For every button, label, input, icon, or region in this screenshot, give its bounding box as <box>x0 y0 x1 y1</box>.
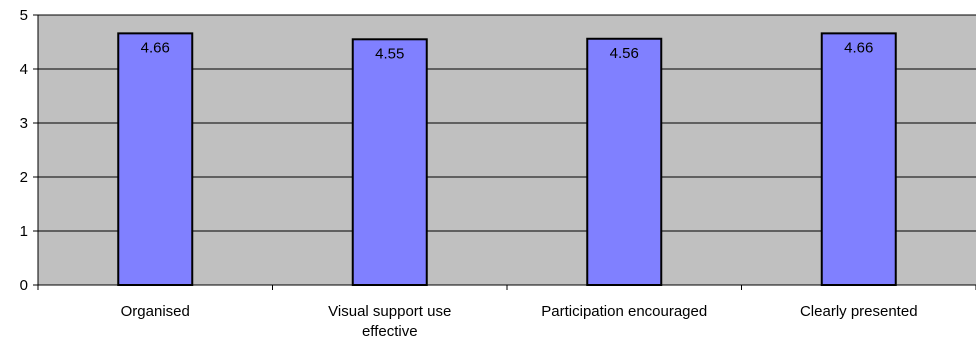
y-tick-label: 5 <box>20 7 28 24</box>
data-label: 4.56 <box>610 45 639 62</box>
data-label: 4.55 <box>375 45 404 62</box>
x-category-label: effective <box>362 323 418 340</box>
gridlines <box>38 14 976 232</box>
x-category-label: Visual support use <box>328 303 451 320</box>
data-labels: 4.66 4.55 4.56 4.66 <box>141 39 874 62</box>
bar <box>586 37 663 287</box>
y-tick-label: 1 <box>20 223 28 240</box>
data-label: 4.66 <box>141 39 170 56</box>
y-tick-label: 3 <box>20 115 28 132</box>
x-axis: Organised Visual support use effective Part… <box>37 284 976 340</box>
y-axis: 0 1 2 3 4 5 <box>20 7 39 294</box>
y-tick-label: 0 <box>20 277 28 294</box>
bar <box>117 32 194 286</box>
x-category-label: Participation encouraged <box>541 303 707 320</box>
data-label: 4.66 <box>844 39 873 56</box>
bar <box>820 32 897 286</box>
bars <box>117 32 897 287</box>
plot-area <box>38 15 976 285</box>
x-category-label: Organised <box>121 303 190 320</box>
y-tick-label: 4 <box>20 61 28 78</box>
x-category-label: Clearly presented <box>800 303 918 320</box>
y-tick-label: 2 <box>20 169 28 186</box>
bar <box>351 38 428 286</box>
